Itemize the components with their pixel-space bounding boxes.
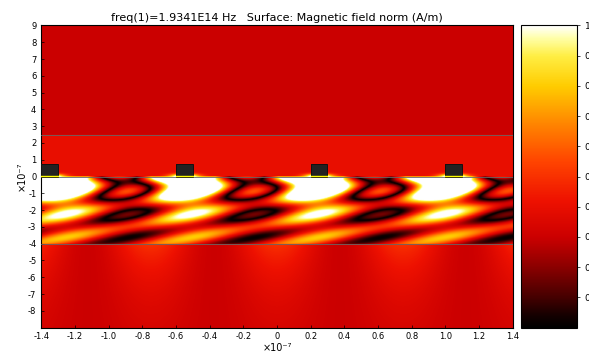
Y-axis label: ×10⁻⁷: ×10⁻⁷ xyxy=(16,162,27,191)
Bar xyxy=(310,164,327,177)
Bar xyxy=(445,164,462,177)
Bar xyxy=(41,164,58,177)
Bar xyxy=(176,164,193,177)
Bar xyxy=(41,164,58,177)
Title: freq(1)=1.9341E14 Hz   Surface: Magnetic field norm (A/m): freq(1)=1.9341E14 Hz Surface: Magnetic f… xyxy=(111,13,443,23)
Bar xyxy=(176,164,193,177)
Bar xyxy=(310,164,327,177)
Bar xyxy=(445,164,462,177)
X-axis label: ×10⁻⁷: ×10⁻⁷ xyxy=(262,343,292,353)
